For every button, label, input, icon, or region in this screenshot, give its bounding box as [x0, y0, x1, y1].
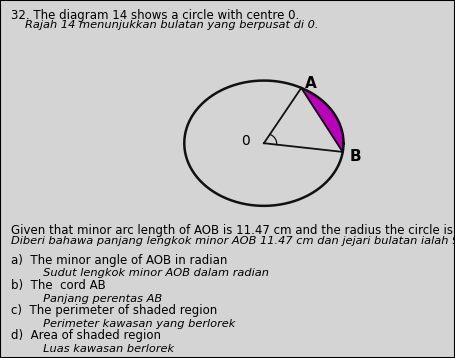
- Text: Given that minor arc length of AOB is 11.47 cm and the radius the circle is 9.8 : Given that minor arc length of AOB is 11…: [11, 224, 455, 237]
- Text: B: B: [350, 149, 361, 164]
- Text: b)  The  cord AB: b) The cord AB: [11, 279, 106, 292]
- Text: Rajah 14 menunjukkan bulatan yang berpusat di 0.: Rajah 14 menunjukkan bulatan yang berpus…: [25, 20, 318, 30]
- Text: Diberi bahawa panjang lengkok minor AOB 11.47 cm dan jejari bulatan ialah 9.8 cm: Diberi bahawa panjang lengkok minor AOB …: [11, 236, 455, 246]
- Text: a)  The minor angle of AOB in radian: a) The minor angle of AOB in radian: [11, 254, 228, 267]
- Text: Luas kawasan berlorek: Luas kawasan berlorek: [25, 344, 174, 354]
- Text: c)  The perimeter of shaded region: c) The perimeter of shaded region: [11, 304, 217, 317]
- Text: Sudut lengkok minor AOB dalam radian: Sudut lengkok minor AOB dalam radian: [25, 268, 269, 279]
- Text: A: A: [305, 76, 317, 91]
- Text: 0: 0: [241, 134, 250, 149]
- Text: 32. The diagram 14 shows a circle with centre 0.: 32. The diagram 14 shows a circle with c…: [11, 9, 300, 22]
- Text: Panjang perentas AB: Panjang perentas AB: [25, 294, 162, 304]
- Text: Perimeter kawasan yang berlorek: Perimeter kawasan yang berlorek: [25, 319, 235, 329]
- Polygon shape: [301, 88, 344, 152]
- Text: d)  Area of shaded region: d) Area of shaded region: [11, 329, 162, 342]
